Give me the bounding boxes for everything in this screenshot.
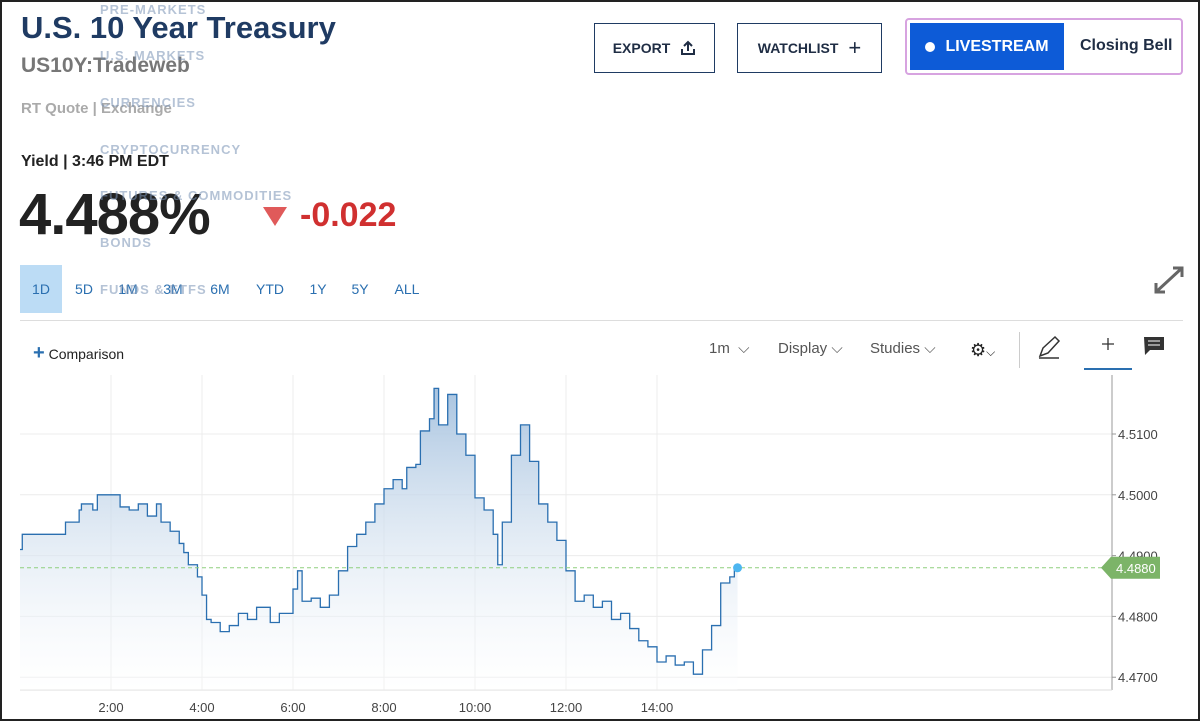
- last-price-label: 4.4880: [1116, 561, 1156, 576]
- x-tick-label: 10:00: [459, 700, 492, 715]
- export-label: EXPORT: [612, 40, 671, 56]
- export-button[interactable]: EXPORT: [594, 23, 715, 73]
- draw-icon[interactable]: [1037, 335, 1061, 359]
- range-button[interactable]: 5Y: [351, 281, 369, 297]
- display-menu[interactable]: Display ⌵: [778, 340, 843, 357]
- symbol: US10Y:Tradeweb: [21, 54, 190, 77]
- range-button[interactable]: 5D: [75, 281, 93, 297]
- live-dot: [925, 41, 936, 52]
- studies-label: Studies: [870, 340, 921, 357]
- x-tick-label: 14:00: [641, 700, 674, 715]
- area: [20, 388, 738, 690]
- menu-item[interactable]: CRYPTOCURRENCY: [100, 142, 242, 157]
- quote-label: Yield | 3:46 PM EDT: [21, 153, 169, 170]
- livestream-box: [905, 18, 1183, 75]
- menu-item[interactable]: PRE-MARKETS: [100, 2, 207, 17]
- last-price-tag: [1101, 556, 1160, 579]
- range-button[interactable]: 1D: [20, 265, 62, 313]
- y-tick-label: 4.4800: [1118, 609, 1158, 624]
- range-button[interactable]: 1M: [118, 281, 138, 297]
- range-button[interactable]: ALL: [394, 281, 420, 297]
- watchlist-label: WATCHLIST: [757, 40, 839, 56]
- toolbar-separator: [1019, 332, 1020, 368]
- livestream-label: LIVESTREAM: [945, 37, 1049, 55]
- closing-bell[interactable]: Closing Bell: [1080, 37, 1173, 54]
- divider: [20, 320, 1183, 321]
- expand-icon[interactable]: [1153, 265, 1185, 295]
- range-button[interactable]: 1Y: [309, 281, 327, 297]
- comparison-button[interactable]: + Comparison: [33, 342, 125, 364]
- x-tick-label: 8:00: [371, 700, 396, 715]
- x-tick-label: 2:00: [98, 700, 123, 715]
- title: U.S. 10 Year Treasury: [21, 10, 336, 45]
- menu-item[interactable]: BONDS: [100, 235, 152, 250]
- comment-icon[interactable]: [1142, 335, 1166, 357]
- export-icon: [681, 40, 696, 55]
- line: [20, 387, 739, 675]
- quote-source: RT Quote | Exchange: [21, 100, 172, 117]
- down-arrow: [263, 207, 287, 226]
- change: -0.022: [300, 196, 397, 234]
- menu-item[interactable]: FUTURES & COMMODITIES: [100, 188, 293, 203]
- y-tick-label: 4.5100: [1118, 427, 1158, 442]
- range-button[interactable]: YTD: [256, 281, 284, 297]
- settings-icon[interactable]: ⚙⌵: [970, 340, 996, 360]
- crosshair-icon[interactable]: [1084, 332, 1132, 372]
- watchlist-button[interactable]: WATCHLIST +: [737, 23, 882, 73]
- x-tick-label: 6:00: [280, 700, 305, 715]
- display-label: Display: [778, 340, 828, 357]
- last-point: [733, 563, 743, 573]
- x-tick-label: 12:00: [550, 700, 583, 715]
- range-button[interactable]: 6M: [210, 281, 230, 297]
- y-tick-label: 4.5000: [1118, 488, 1158, 503]
- studies-menu[interactable]: Studies ⌵: [870, 340, 936, 357]
- menu-item[interactable]: FUNDS & ETFS: [100, 282, 207, 297]
- menu-item[interactable]: CURRENCIES: [100, 95, 196, 110]
- menu-item[interactable]: U.S. MARKETS: [100, 48, 206, 63]
- comparison-label: Comparison: [48, 346, 125, 362]
- range-button[interactable]: 3M: [163, 281, 183, 297]
- interval-menu[interactable]: 1m ⌵: [709, 340, 750, 357]
- interval-label: 1m: [709, 340, 730, 357]
- plus-icon: +: [848, 35, 862, 60]
- price: 4.488%: [19, 182, 211, 247]
- y-tick-label: 4.4700: [1118, 670, 1158, 685]
- x-tick-label: 4:00: [189, 700, 214, 715]
- livestream-button[interactable]: LIVESTREAM: [910, 23, 1064, 70]
